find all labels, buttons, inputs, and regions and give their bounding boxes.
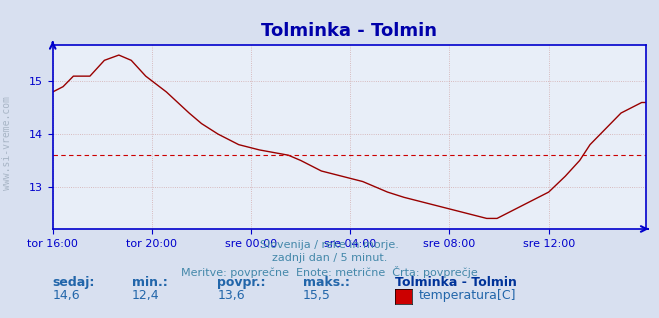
Text: sedaj:: sedaj: [53,276,95,289]
Text: Meritve: povprečne  Enote: metrične  Črta: povprečje: Meritve: povprečne Enote: metrične Črta:… [181,266,478,278]
Text: zadnji dan / 5 minut.: zadnji dan / 5 minut. [272,253,387,263]
Text: povpr.:: povpr.: [217,276,266,289]
Text: 12,4: 12,4 [132,289,159,302]
Text: Slovenija / reke in morje.: Slovenija / reke in morje. [260,240,399,250]
Text: 13,6: 13,6 [217,289,245,302]
Text: min.:: min.: [132,276,167,289]
Text: 14,6: 14,6 [53,289,80,302]
Title: Tolminka - Tolmin: Tolminka - Tolmin [261,22,438,40]
Text: maks.:: maks.: [303,276,350,289]
Text: temperatura[C]: temperatura[C] [418,289,516,302]
Text: www.si-vreme.com: www.si-vreme.com [1,96,12,190]
Text: 15,5: 15,5 [303,289,331,302]
Text: Tolminka - Tolmin: Tolminka - Tolmin [395,276,517,289]
